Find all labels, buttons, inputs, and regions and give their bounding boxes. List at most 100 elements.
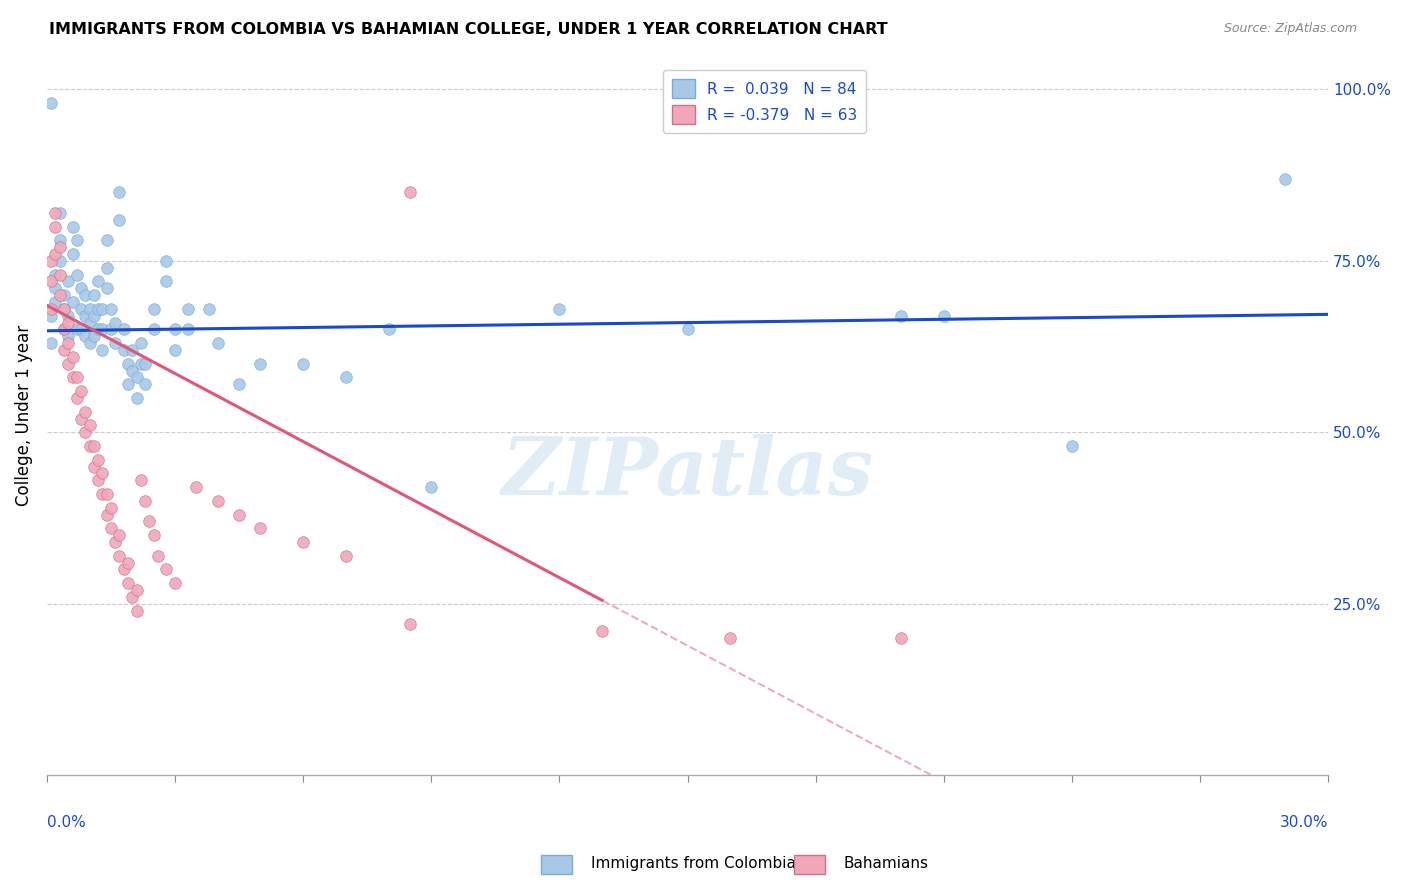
Point	[100, 500, 122, 515]
Point	[62, 350, 84, 364]
Point	[91, 343, 114, 357]
Point	[249, 357, 271, 371]
Point	[177, 301, 200, 316]
Point	[66, 370, 89, 384]
Point	[121, 363, 143, 377]
Point	[420, 480, 443, 494]
Point	[44, 295, 66, 310]
Text: ZIPatlas: ZIPatlas	[502, 434, 873, 511]
Point	[104, 316, 127, 330]
Point	[134, 377, 156, 392]
Point	[108, 549, 131, 563]
Point	[70, 322, 93, 336]
Point	[48, 288, 70, 302]
Point	[87, 473, 110, 487]
Point	[87, 275, 110, 289]
Point	[335, 549, 357, 563]
Point	[129, 473, 152, 487]
Point	[155, 562, 177, 576]
Point	[48, 268, 70, 282]
Point	[104, 535, 127, 549]
Point	[125, 370, 148, 384]
Point	[87, 322, 110, 336]
Point	[91, 467, 114, 481]
Point	[112, 322, 135, 336]
Point	[142, 322, 165, 336]
Point	[100, 301, 122, 316]
Point	[66, 233, 89, 247]
Point	[399, 186, 422, 200]
Point	[163, 322, 186, 336]
Point	[96, 487, 118, 501]
Point	[83, 309, 105, 323]
Point	[79, 439, 101, 453]
Text: Immigrants from Colombia: Immigrants from Colombia	[591, 856, 796, 871]
Point	[228, 377, 250, 392]
Point	[117, 377, 139, 392]
Point	[44, 247, 66, 261]
Point	[177, 322, 200, 336]
Point	[198, 301, 221, 316]
Point	[58, 357, 80, 371]
Point	[58, 316, 80, 330]
Point	[66, 322, 89, 336]
Point	[58, 275, 80, 289]
Point	[58, 336, 80, 351]
Point	[70, 281, 93, 295]
Point	[48, 233, 70, 247]
Point	[718, 631, 741, 645]
Point	[75, 288, 97, 302]
Point	[62, 295, 84, 310]
Point	[142, 528, 165, 542]
Point	[39, 253, 62, 268]
Point	[399, 617, 422, 632]
Point	[890, 309, 912, 323]
Point	[125, 391, 148, 405]
Point	[48, 240, 70, 254]
Point	[100, 322, 122, 336]
Point	[292, 357, 315, 371]
Point	[62, 219, 84, 234]
Point	[108, 212, 131, 227]
Point	[75, 405, 97, 419]
Point	[39, 96, 62, 111]
Point	[100, 521, 122, 535]
Point	[146, 549, 169, 563]
Point	[79, 316, 101, 330]
Point	[44, 268, 66, 282]
Point	[83, 288, 105, 302]
Point	[335, 370, 357, 384]
Point	[70, 301, 93, 316]
Point	[138, 515, 160, 529]
Point	[134, 357, 156, 371]
Point	[52, 288, 75, 302]
Point	[70, 411, 93, 425]
Point	[87, 452, 110, 467]
Point	[66, 268, 89, 282]
Point	[129, 357, 152, 371]
Point	[62, 370, 84, 384]
Point	[44, 206, 66, 220]
Point	[44, 219, 66, 234]
Point	[207, 494, 229, 508]
Y-axis label: College, Under 1 year: College, Under 1 year	[15, 325, 32, 506]
Point	[292, 535, 315, 549]
Point	[96, 260, 118, 275]
Point	[104, 336, 127, 351]
Point	[96, 281, 118, 295]
Text: 0.0%: 0.0%	[46, 814, 86, 830]
Point	[125, 604, 148, 618]
Point	[207, 336, 229, 351]
Point	[142, 301, 165, 316]
Point	[75, 309, 97, 323]
Point	[890, 631, 912, 645]
Point	[83, 329, 105, 343]
Text: Source: ZipAtlas.com: Source: ZipAtlas.com	[1223, 22, 1357, 36]
Point	[125, 582, 148, 597]
Point	[91, 301, 114, 316]
Point	[591, 624, 613, 639]
Point	[66, 391, 89, 405]
Point	[163, 343, 186, 357]
Point	[39, 275, 62, 289]
Point	[117, 357, 139, 371]
